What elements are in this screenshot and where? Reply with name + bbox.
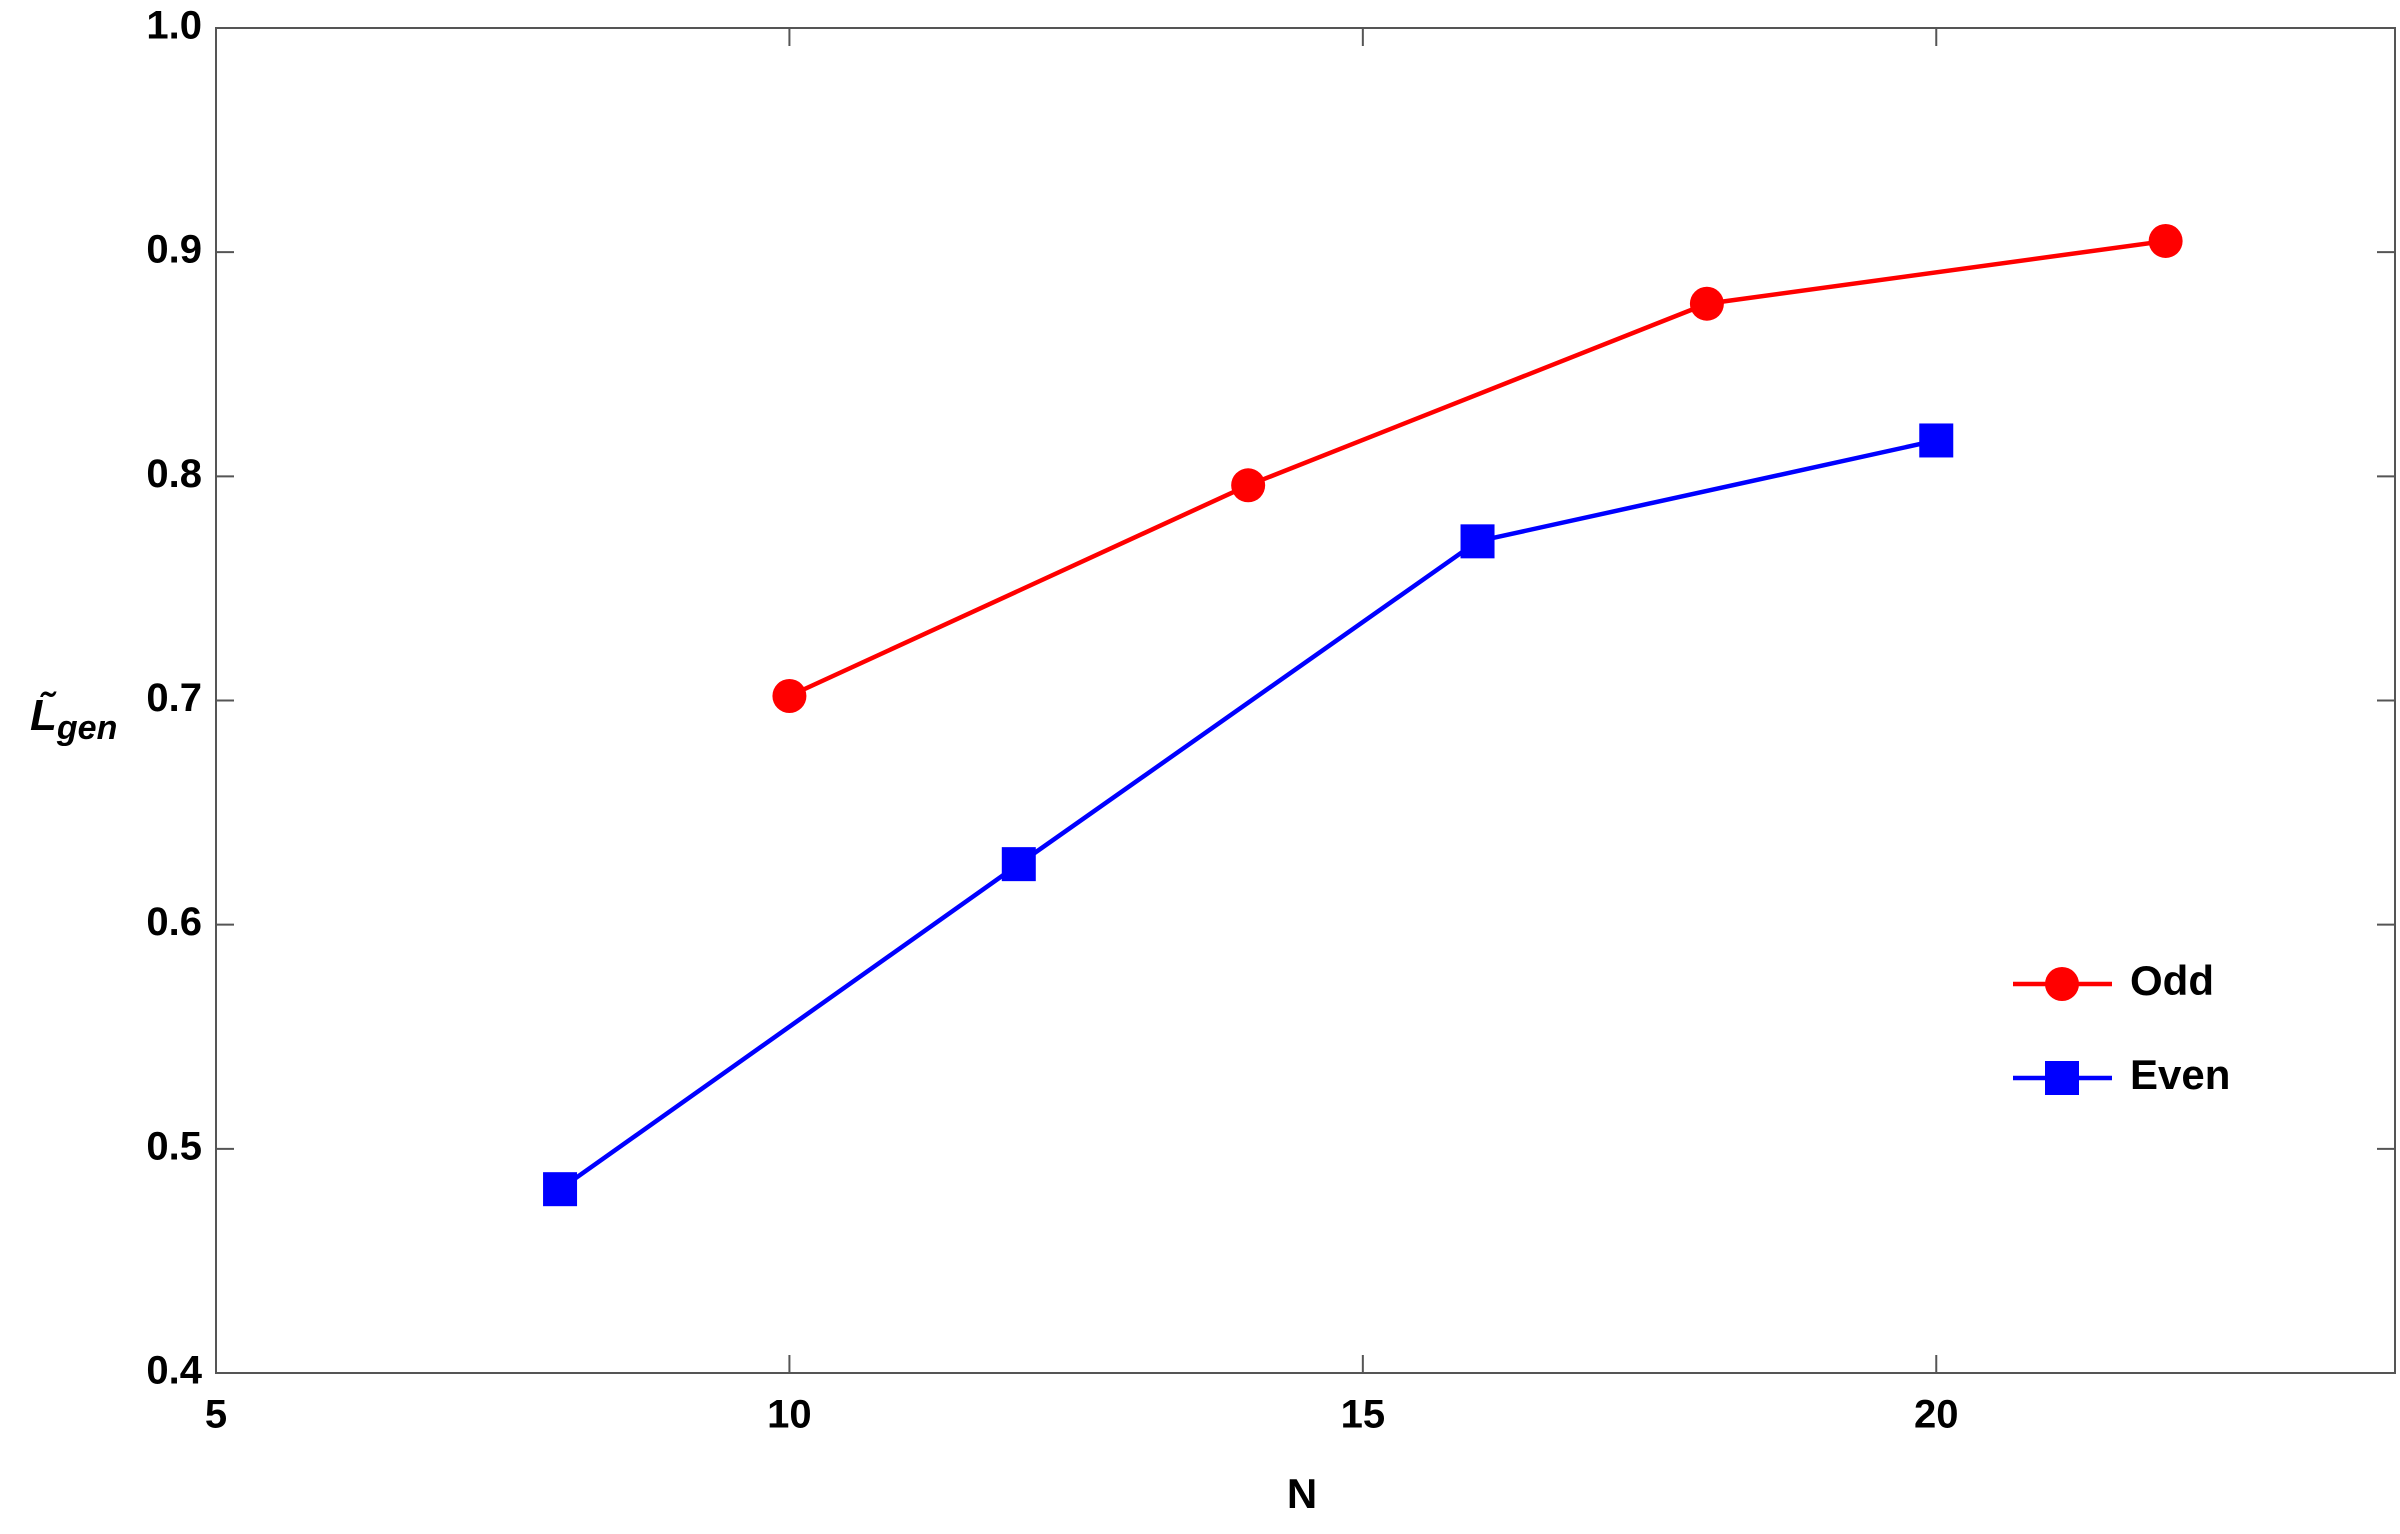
y-axis-title-subscript: gen <box>56 709 117 747</box>
plot-frame <box>215 27 2396 1374</box>
y-tick-label: 0.5 <box>146 1124 202 1168</box>
x-tick-label: 20 <box>1914 1393 1959 1437</box>
square-marker <box>543 1172 578 1207</box>
circle-marker <box>2148 223 2183 258</box>
square-marker <box>1001 847 1036 882</box>
legend-label: Odd <box>2130 957 2214 1004</box>
legend-label: Even <box>2130 1051 2230 1098</box>
square-marker <box>1460 524 1495 559</box>
y-tick-label: 0.9 <box>146 228 202 272</box>
x-tick-label: 15 <box>1341 1393 1386 1437</box>
x-tick-label: 5 <box>205 1393 227 1437</box>
legend-marker <box>2045 1061 2079 1095</box>
circle-marker <box>1689 286 1724 321</box>
series-line <box>788 238 2166 699</box>
x-axis-title: N <box>1287 1470 1317 1517</box>
y-tick-label: 0.7 <box>146 676 202 720</box>
circle-marker <box>1231 468 1266 503</box>
series-line <box>558 438 1937 1192</box>
y-axis-title: L̃gen <box>30 690 117 747</box>
y-axis-title-main: L̃ <box>30 690 57 740</box>
y-tick-label: 0.8 <box>146 452 202 496</box>
circle-marker <box>772 679 807 714</box>
y-tick-label: 0.6 <box>146 900 202 944</box>
y-tick-label: 1.0 <box>146 4 202 48</box>
x-tick-label: 10 <box>767 1393 812 1437</box>
legend-marker <box>2045 967 2079 1001</box>
y-tick-label: 0.4 <box>146 1349 202 1393</box>
square-marker <box>1919 423 1954 458</box>
